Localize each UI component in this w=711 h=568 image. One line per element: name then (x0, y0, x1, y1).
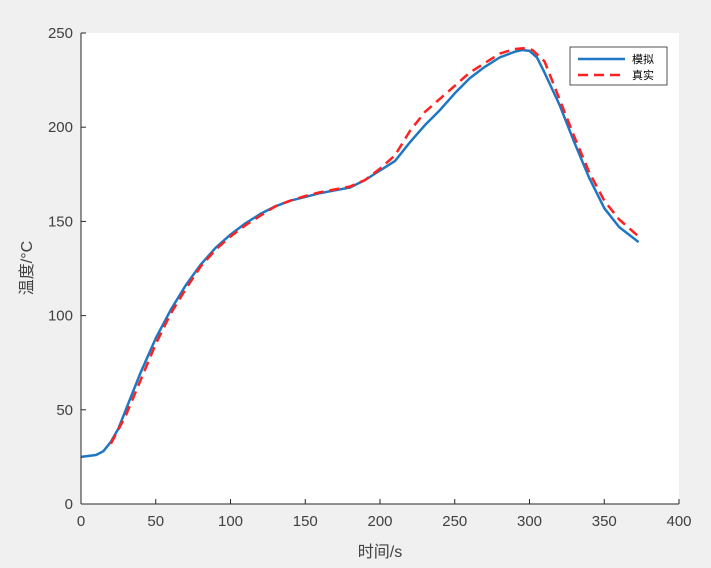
x-tick-label: 50 (147, 513, 164, 530)
x-tick-label: 350 (592, 513, 617, 530)
y-tick-label: 250 (48, 25, 73, 42)
x-tick-label: 0 (77, 513, 85, 530)
x-tick-label: 200 (367, 513, 392, 530)
x-tick-label: 250 (442, 513, 467, 530)
x-tick-label: 100 (218, 513, 243, 530)
x-axis-label: 时间/s (358, 543, 402, 561)
y-tick-label: 200 (48, 119, 73, 136)
legend-label-2: 真实 (632, 68, 654, 82)
y-axis-label: 温度/°C (18, 241, 36, 295)
legend-label-1: 模拟 (632, 52, 654, 66)
plot-area (81, 33, 679, 504)
y-tick-label: 150 (48, 213, 73, 230)
tick-labels: 0 50 100 150 200 250 300 350 400 0 50 100 150 200 250 (48, 25, 692, 530)
y-tick-label: 0 (65, 496, 73, 513)
series-lines (80, 46, 640, 459)
y-tick-label: 100 (48, 308, 73, 325)
x-tick-label: 300 (517, 513, 542, 530)
series-line-1 (80, 48, 640, 459)
legend-box (569, 46, 668, 86)
axes (80, 32, 680, 505)
series-line-2 (109, 46, 640, 445)
x-tick-label: 150 (293, 513, 318, 530)
y-tick-label: 50 (56, 402, 73, 419)
x-tick-label: 400 (666, 513, 691, 530)
